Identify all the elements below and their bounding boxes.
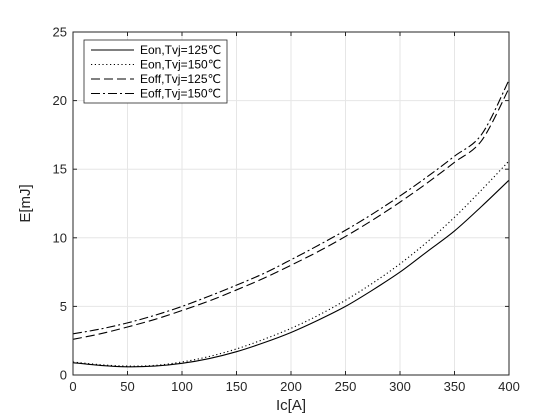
x-tick-label: 0: [69, 379, 76, 394]
x-axis-label: Ic[A]: [276, 397, 306, 414]
series-line-4: [72, 79, 510, 335]
y-tick-label: 0: [60, 368, 67, 383]
legend-label-2: Eon,Tvj=150℃: [140, 58, 221, 72]
y-tick-label: 15: [53, 162, 67, 177]
series-line-1: [72, 179, 510, 368]
legend-label-4: Eoff,Tvj=150℃: [140, 87, 221, 101]
legend-label-3: Eoff,Tvj=125℃: [140, 72, 221, 86]
x-tick-label: 50: [120, 379, 134, 394]
y-tick-label: 20: [53, 93, 67, 108]
legend: Eon,Tvj=125℃Eon,Tvj=150℃Eoff,Tvj=125℃Eof…: [83, 39, 228, 104]
x-tick-label: 150: [226, 379, 248, 394]
legend-label-1: Eon,Tvj=125℃: [140, 43, 221, 57]
x-tick-label: 200: [280, 379, 302, 394]
y-tick-label: 10: [53, 230, 67, 245]
x-tick-label: 350: [444, 379, 466, 394]
y-axis-label: E[mJ]: [17, 184, 34, 222]
series-group: [72, 79, 510, 368]
y-tick-label: 5: [60, 299, 67, 314]
grid: [73, 32, 509, 375]
x-tick-label: 250: [335, 379, 357, 394]
x-tick-label: 300: [389, 379, 411, 394]
x-tick-label: 400: [498, 379, 520, 394]
y-tick-label: 25: [53, 25, 67, 40]
series-line-2: [72, 160, 510, 367]
ticks: 0 50 100 150 200 250 300 350 400 0 5 10 15 20 25: [53, 25, 520, 395]
x-tick-label: 100: [171, 379, 193, 394]
